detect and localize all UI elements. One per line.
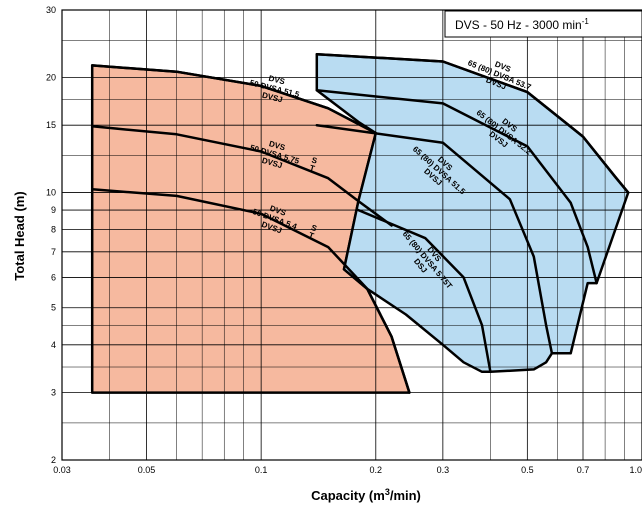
y-tick-label: 3 (51, 388, 56, 398)
coverage-areas (90, 52, 630, 394)
y-tick-label: 15 (46, 120, 56, 130)
y-tick-label: 5 (51, 303, 56, 313)
y-tick-label: 8 (51, 225, 56, 235)
x-tick-label: 1.0 (629, 465, 642, 475)
curve-2 (90, 125, 393, 227)
curve-3 (90, 188, 411, 394)
y-axis-label: Total Head (m) (12, 191, 27, 280)
y-tick-label: 2 (51, 455, 56, 465)
x-tick-label: 0.2 (370, 465, 383, 475)
curve-label-suffix: S (311, 156, 319, 166)
curve-6 (315, 123, 554, 355)
x-tick-label: 0.1 (255, 465, 268, 475)
grid-lines (61, 9, 642, 461)
y-tick-label: 4 (51, 340, 56, 350)
x-axis-label: Capacity (m3/min) (311, 487, 421, 503)
curve-7 (357, 208, 492, 374)
y-tick-label: 7 (51, 247, 56, 257)
y-tick-label: 6 (51, 272, 56, 282)
x-tick-label: 0.5 (521, 465, 534, 475)
y-tick-label: 30 (46, 5, 56, 15)
y-tick-label: 20 (46, 72, 56, 82)
plot-border (61, 9, 642, 461)
x-tick-label: 0.7 (577, 465, 590, 475)
curve-label-line: DVS (268, 74, 287, 87)
curve-label-suffix: T (309, 163, 316, 173)
plot-frame (61, 9, 642, 461)
title-box: DVS - 50 Hz - 3000 min-1 (444, 10, 642, 38)
x-tick-labels: 0.03 0.05 0.1 0.2 0.3 0.5 0.7 1.0 (53, 465, 642, 475)
curve-label-suffix: T (307, 231, 315, 241)
curve-5 (315, 89, 598, 285)
curve-1 (90, 64, 378, 135)
y-tick-label: 9 (51, 205, 56, 215)
chart-title: DVS - 50 Hz - 3000 min-1 (455, 17, 589, 32)
y-tick-labels: 2 3 4 5 6 7 8 9 10 15 20 30 (46, 5, 56, 465)
curve-label-suffix: S (310, 223, 319, 234)
curve-4 (315, 52, 630, 194)
x-tick-label: 0.3 (437, 465, 450, 475)
x-tick-label: 0.05 (138, 465, 156, 475)
x-tick-label: 0.03 (53, 465, 71, 475)
performance-curves (90, 52, 630, 394)
y-tick-label: 10 (46, 188, 56, 198)
